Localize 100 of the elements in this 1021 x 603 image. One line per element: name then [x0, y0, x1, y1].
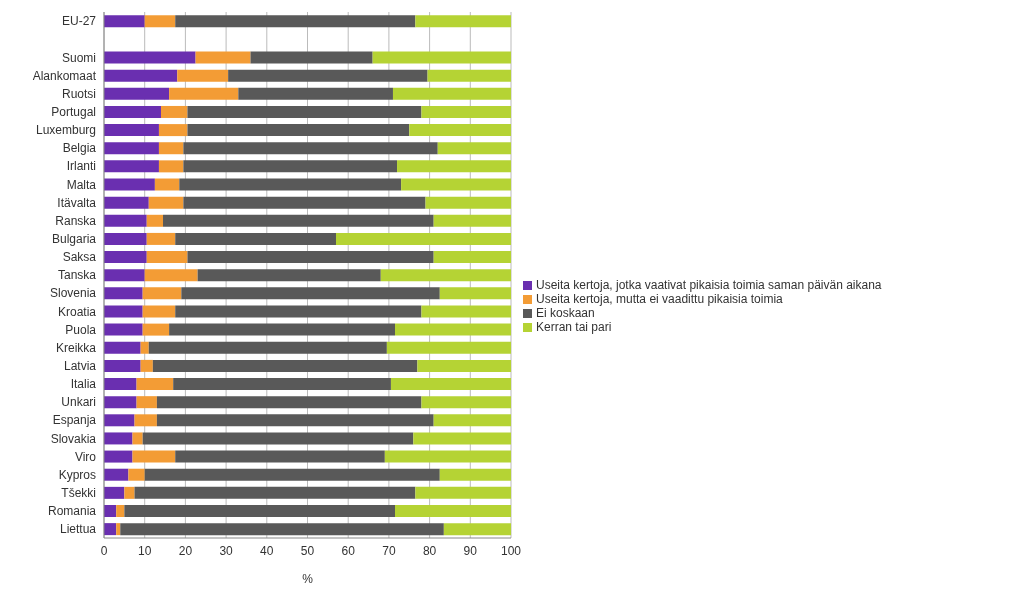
bar — [177, 69, 229, 82]
bar — [397, 160, 511, 173]
bar — [134, 486, 416, 499]
y-tick-label: Portugal — [51, 105, 96, 120]
bar — [104, 269, 145, 282]
bar — [175, 305, 422, 318]
bar — [142, 323, 170, 336]
bar — [128, 468, 145, 481]
bar — [104, 468, 129, 481]
bar — [104, 486, 125, 499]
bar — [395, 504, 511, 517]
bar — [384, 450, 511, 463]
bar — [104, 142, 159, 155]
bar — [142, 305, 176, 318]
bar — [142, 287, 182, 300]
bar — [146, 214, 164, 227]
bar — [195, 51, 251, 64]
bar — [433, 214, 511, 227]
bar — [104, 251, 147, 264]
x-axis-title: % — [302, 572, 314, 586]
y-tick-label: Italia — [70, 377, 97, 392]
bar — [144, 269, 198, 282]
bar — [439, 468, 511, 481]
bar — [104, 160, 159, 173]
bar — [132, 432, 143, 445]
bar — [144, 15, 176, 28]
y-tick-label: Unkari — [61, 395, 96, 410]
bar — [116, 523, 121, 536]
bar — [120, 523, 444, 536]
bar — [427, 69, 511, 82]
bar — [140, 359, 153, 372]
legend-label: Useita kertoja, mutta ei vaadittu pikaisia toimia — [536, 291, 783, 306]
bar — [104, 196, 149, 209]
bar — [335, 232, 511, 245]
bar — [104, 396, 137, 409]
y-tick-label: Belgia — [62, 141, 97, 156]
bar — [395, 323, 511, 336]
bar — [158, 124, 188, 137]
bar — [415, 15, 511, 28]
y-tick-label: Suomi — [61, 50, 96, 65]
bar — [401, 178, 511, 191]
bar — [415, 486, 511, 499]
bar — [156, 396, 422, 409]
bar — [104, 432, 133, 445]
bar — [238, 87, 393, 100]
bar — [104, 87, 170, 100]
bar — [421, 305, 511, 318]
bar — [104, 378, 137, 391]
y-tick-label: Kypros — [58, 467, 96, 482]
legend-label: Kerran tai pari — [536, 319, 612, 334]
bar — [169, 87, 239, 100]
bar — [104, 341, 141, 354]
bar — [197, 269, 381, 282]
bar — [148, 196, 184, 209]
bar — [142, 432, 414, 445]
bar — [175, 15, 416, 28]
bar — [140, 341, 149, 354]
x-tick-label: 80 — [422, 543, 437, 558]
bar — [187, 251, 434, 264]
bar — [181, 287, 440, 300]
legend-label: Ei koskaan — [536, 305, 595, 320]
y-tick-label: Puola — [65, 322, 97, 337]
bar — [425, 196, 511, 209]
bar — [134, 414, 157, 427]
y-tick-label: Tanska — [57, 268, 97, 283]
bar — [183, 160, 398, 173]
bar — [173, 378, 391, 391]
y-tick-label: Espanja — [52, 413, 97, 428]
bar — [187, 105, 422, 118]
x-tick-label: 30 — [219, 543, 234, 558]
bar — [104, 232, 147, 245]
bar — [104, 105, 161, 118]
bar — [136, 396, 157, 409]
bar — [104, 359, 141, 372]
bar — [439, 287, 511, 300]
x-tick-label: 20 — [178, 543, 193, 558]
x-tick-label: 50 — [300, 543, 315, 558]
bar — [104, 178, 155, 191]
bar — [104, 323, 143, 336]
y-tick-label: Tšekki — [61, 485, 96, 500]
y-tick-label: Bulgaria — [51, 231, 97, 246]
bar — [132, 450, 176, 463]
bar — [175, 232, 336, 245]
bar — [104, 504, 117, 517]
bar — [104, 523, 117, 536]
bar — [433, 414, 511, 427]
bar — [104, 124, 159, 137]
bar — [169, 323, 396, 336]
bar — [146, 251, 188, 264]
bar — [433, 251, 511, 264]
bar — [154, 178, 180, 191]
bar — [386, 341, 511, 354]
y-tick-label: Luxemburg — [35, 123, 96, 138]
x-tick-label: 0 — [100, 543, 108, 558]
bar — [124, 486, 135, 499]
y-tick-label: Romania — [47, 504, 97, 519]
bar — [390, 378, 511, 391]
y-tick-label: Liettua — [59, 522, 97, 537]
bar — [104, 450, 133, 463]
bar — [148, 341, 387, 354]
